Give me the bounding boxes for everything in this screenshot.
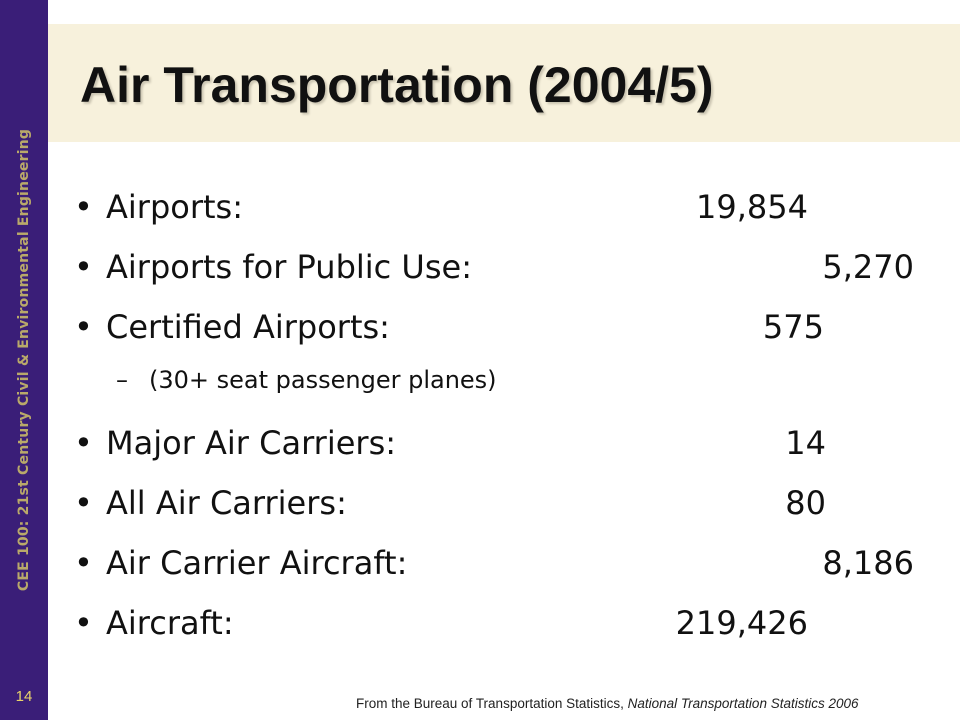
source-publication: National Transportation Statistics 2006 xyxy=(627,696,859,711)
dash-marker: – xyxy=(116,366,128,394)
page-number: 14 xyxy=(15,688,33,705)
item-label: Major Air Carriers: xyxy=(106,424,397,462)
bullet-marker: • xyxy=(74,188,93,226)
list-item: • Airports: 19,854 xyxy=(74,182,934,232)
list-item: • Major Air Carriers: 14 xyxy=(74,418,934,468)
source-prefix: From the Bureau of Transportation Statis… xyxy=(356,696,628,711)
item-value: 8,186 xyxy=(822,544,914,582)
page-title: Air Transportation (2004/5) xyxy=(80,57,714,113)
bullet-marker: • xyxy=(74,308,93,346)
item-label: Airports for Public Use: xyxy=(106,248,472,286)
item-label: Certified Airports: xyxy=(106,308,390,346)
list-item: • Air Carrier Aircraft: 8,186 xyxy=(74,538,934,588)
list-item: • Certified Airports: 575 xyxy=(74,302,934,352)
item-label: Airports: xyxy=(106,188,243,226)
bullet-marker: • xyxy=(74,424,93,462)
sidebar: CEE 100: 21st Century Civil & Environmen… xyxy=(0,0,48,720)
list-item: • Airports for Public Use: 5,270 xyxy=(74,242,934,292)
bullet-marker: • xyxy=(74,544,93,582)
item-value: 219,426 xyxy=(675,604,808,642)
title-band xyxy=(48,24,960,142)
item-label: All Air Carriers: xyxy=(106,484,347,522)
item-value: 80 xyxy=(785,484,826,522)
bullet-marker: • xyxy=(74,248,93,286)
item-value: 5,270 xyxy=(822,248,914,286)
item-label: Air Carrier Aircraft: xyxy=(106,544,408,582)
source-citation: From the Bureau of Transportation Statis… xyxy=(356,696,950,711)
item-value: 575 xyxy=(762,308,824,346)
sidebar-course-title: CEE 100: 21st Century Civil & Environmen… xyxy=(16,128,32,592)
bullet-marker: • xyxy=(74,484,93,522)
item-label: Aircraft: xyxy=(106,604,234,642)
list-item: • Aircraft: 219,426 xyxy=(74,598,934,648)
item-value: 19,854 xyxy=(696,188,808,226)
bullet-marker: • xyxy=(74,604,93,642)
item-value: 14 xyxy=(785,424,826,462)
sub-item-label: (30+ seat passenger planes) xyxy=(149,366,497,394)
list-item: • All Air Carriers: 80 xyxy=(74,478,934,528)
